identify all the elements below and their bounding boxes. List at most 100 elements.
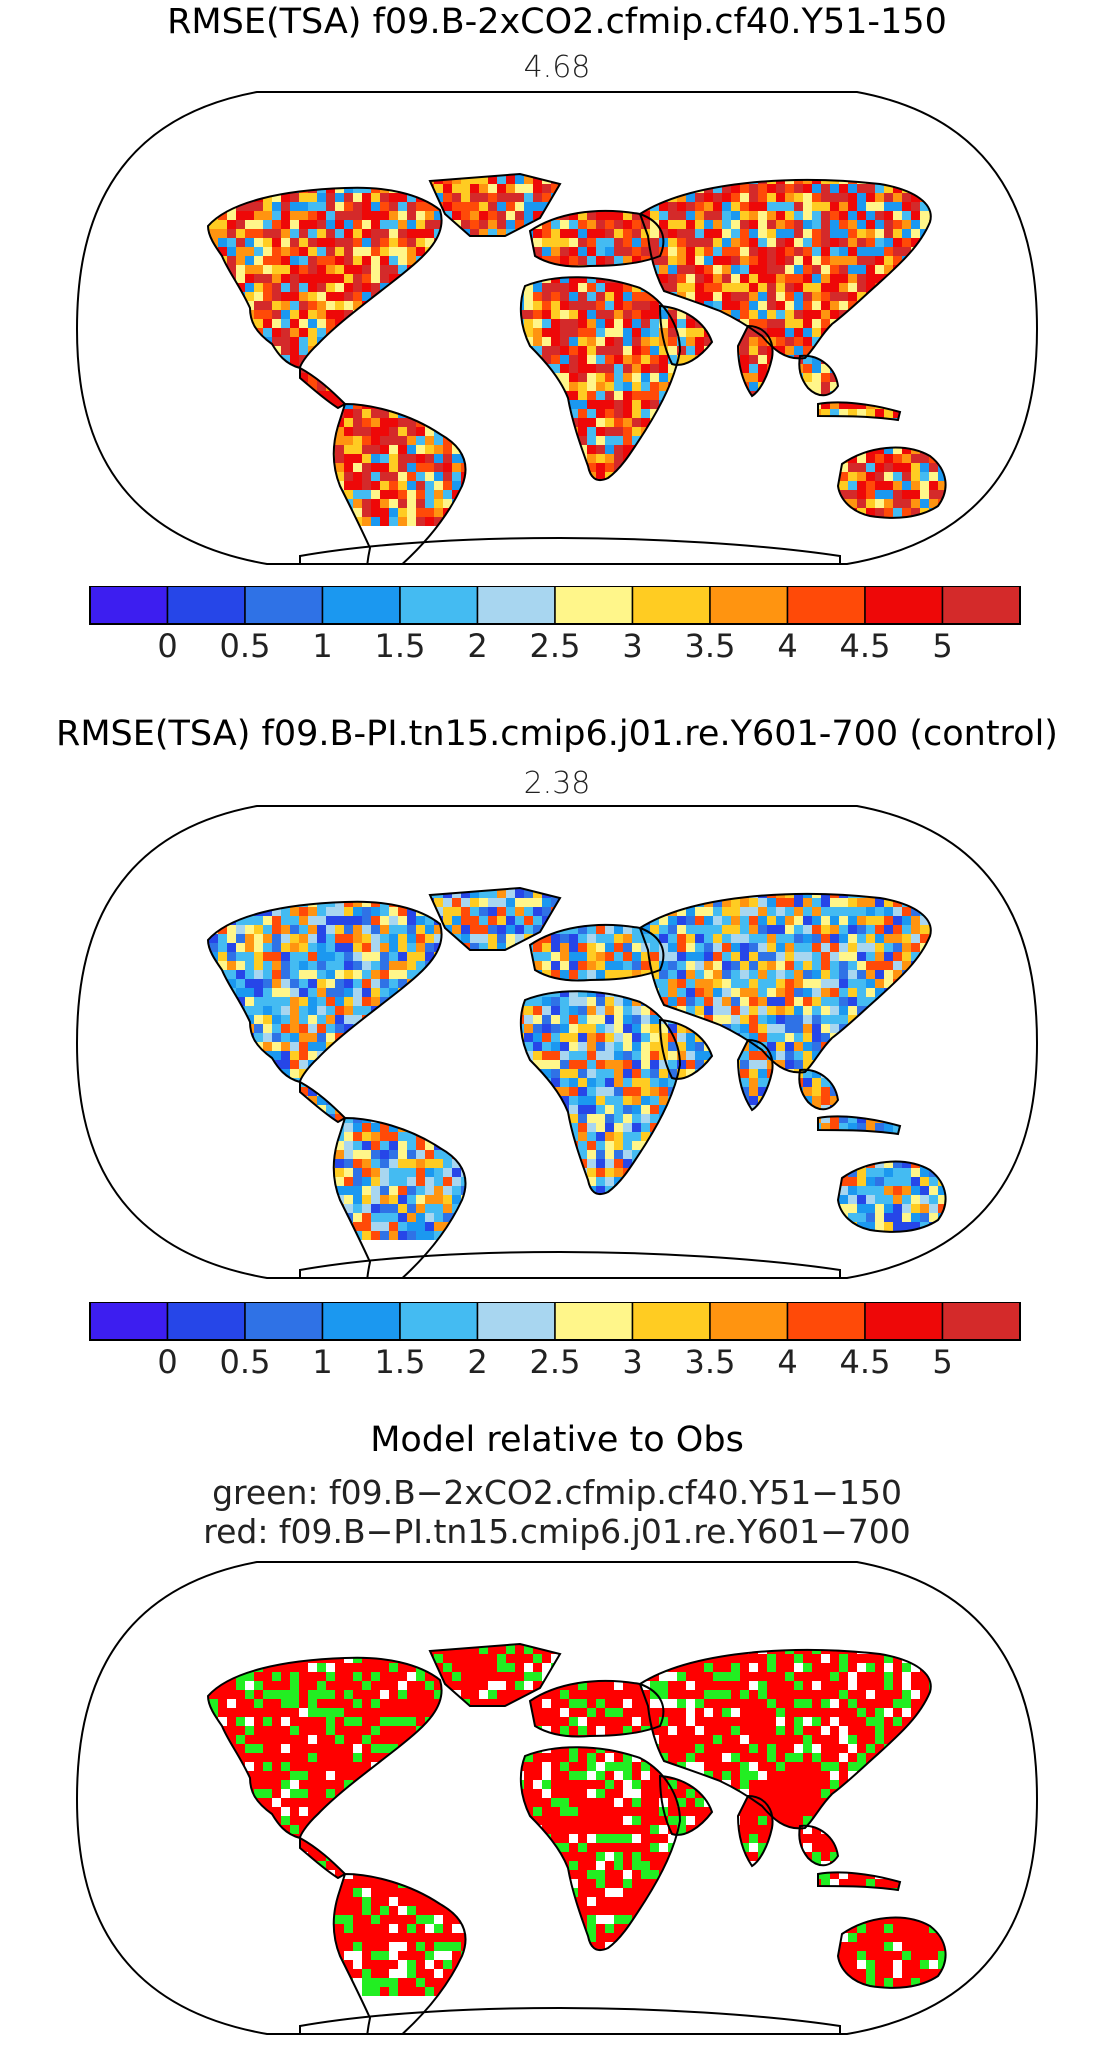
colorbar-swatch [399, 586, 479, 625]
coast-greenland [428, 172, 562, 237]
colorbar-tick-label: 4.5 [840, 1343, 891, 1381]
coast-indonesia [817, 401, 902, 422]
colorbar-swatch [89, 1302, 169, 1341]
colorbar-swatch [554, 586, 634, 625]
coast-india [736, 1794, 774, 1868]
coast-north-america [206, 186, 443, 370]
colorbar-swatch [244, 586, 324, 625]
panel-2-colorbar: 0 0.5 1 1.5 2 2.5 3 3.5 4 4.5 5 [89, 1302, 1021, 1381]
comparison-red-label: red: f09.B−PI.tn15.cmip6.j01.re.Y601−700 [203, 1512, 911, 1551]
colorbar-tick-label: 2.5 [530, 1343, 581, 1381]
colorbar-swatch [864, 586, 944, 625]
colorbar-swatch [321, 586, 401, 625]
coast-southeast-asia [798, 1068, 840, 1111]
colorbar-tick-label: 0.5 [220, 627, 271, 665]
colorbar-tick-label: 1 [312, 1343, 332, 1381]
colorbar-tick-label: 1.5 [375, 1343, 426, 1381]
comparison-title: Model relative to Obs [370, 1420, 744, 1460]
colorbar-swatch [709, 586, 789, 625]
colorbar-swatch [89, 586, 169, 625]
colorbar-swatch [399, 1302, 479, 1341]
panel-2-title: RMSE(TSA) f09.B-PI.tn15.cmip6.j01.re.Y60… [56, 714, 1058, 754]
colorbar-swatch [786, 586, 866, 625]
colorbar-tick-label: 0.5 [220, 1343, 271, 1381]
colorbar-swatch [786, 1302, 866, 1341]
colorbar-tick-label: 0 [157, 627, 177, 665]
coast-africa [519, 1746, 682, 1952]
colorbar-tick-label: 3 [622, 1343, 642, 1381]
colorbar-tick-label: 4 [777, 1343, 797, 1381]
coast-southeast-asia [798, 1824, 840, 1867]
coast-greenland [428, 886, 562, 951]
coast-central-america [299, 1080, 347, 1124]
panel-2-map [75, 805, 1039, 1279]
comparison-map [75, 1561, 1039, 2035]
colorbar-swatch [244, 1302, 324, 1341]
colorbar-tick-label: 1.5 [375, 627, 426, 665]
colorbar-swatch [321, 1302, 401, 1341]
panel-1-title: RMSE(TSA) f09.B-2xCO2.cfmip.cf40.Y51-150 [167, 2, 947, 42]
coast-greenland [428, 1642, 562, 1707]
coast-antarctica [299, 1250, 841, 1278]
colorbar-swatch [864, 1302, 944, 1341]
colorbar-swatch [941, 586, 1021, 625]
colorbar-tick-label: 2 [467, 1343, 487, 1381]
colorbar-swatch [476, 586, 556, 625]
coast-australia [836, 446, 947, 519]
colorbar-tick-label: 1 [312, 627, 332, 665]
coastlines [206, 172, 947, 564]
coast-australia [836, 1916, 947, 1989]
coast-australia [836, 1160, 947, 1233]
colorbar-tick-label: 4.5 [840, 627, 891, 665]
colorbar-swatch [631, 1302, 711, 1341]
colorbar-swatch [476, 1302, 556, 1341]
coast-india [736, 324, 774, 398]
coast-asia [638, 892, 932, 1074]
projection-frame [75, 1561, 1039, 2035]
panel-2-mean-value: 2.38 [523, 766, 591, 801]
colorbar-tick-label: 3.5 [685, 627, 736, 665]
panel-1-mean-value: 4.68 [523, 50, 591, 85]
colorbar-swatch [709, 1302, 789, 1341]
projection-frame [75, 91, 1039, 565]
comparison-green-label: green: f09.B−2xCO2.cfmip.cf40.Y51−150 [212, 1473, 902, 1512]
colorbar-swatch [166, 1302, 246, 1341]
coast-central-america [299, 1836, 347, 1880]
colorbar-tick-label: 3.5 [685, 1343, 736, 1381]
coast-arabia [658, 1774, 714, 1836]
coast-central-america [299, 366, 347, 410]
panel-1-colorbar: 0 0.5 1 1.5 2 2.5 3 3.5 4 4.5 5 [89, 586, 1021, 665]
coastlines [206, 886, 947, 1278]
coast-asia [638, 178, 932, 360]
coast-europe [528, 1679, 665, 1738]
coast-antarctica [299, 536, 841, 564]
colorbar-tick-label: 0 [157, 1343, 177, 1381]
coast-indonesia [817, 1871, 902, 1892]
coast-arabia [658, 304, 714, 366]
colorbar-tick-label: 5 [932, 1343, 952, 1381]
projection-frame [75, 805, 1039, 1279]
coast-north-america [206, 900, 443, 1084]
coast-south-america [332, 402, 467, 564]
coast-arabia [658, 1018, 714, 1080]
colorbar-swatch [941, 1302, 1021, 1341]
colorbar-tick-label: 3 [622, 627, 642, 665]
colorbar-tick-label: 4 [777, 627, 797, 665]
colorbar-tick-label: 2.5 [530, 627, 581, 665]
coast-india [736, 1038, 774, 1112]
colorbar-tick-label: 5 [932, 627, 952, 665]
colorbar-tick-label: 2 [467, 627, 487, 665]
coast-south-america [332, 1116, 467, 1278]
panel-1-map [75, 91, 1039, 565]
coast-antarctica [299, 2006, 841, 2034]
colorbar-swatch [166, 586, 246, 625]
coast-africa [519, 276, 682, 482]
coast-africa [519, 990, 682, 1196]
coast-north-america [206, 1656, 443, 1840]
coast-indonesia [817, 1115, 902, 1136]
colorbar-swatch [631, 586, 711, 625]
coast-south-america [332, 1872, 467, 2034]
coastlines [206, 1642, 947, 2034]
coast-asia [638, 1648, 932, 1830]
coast-europe [528, 923, 665, 982]
